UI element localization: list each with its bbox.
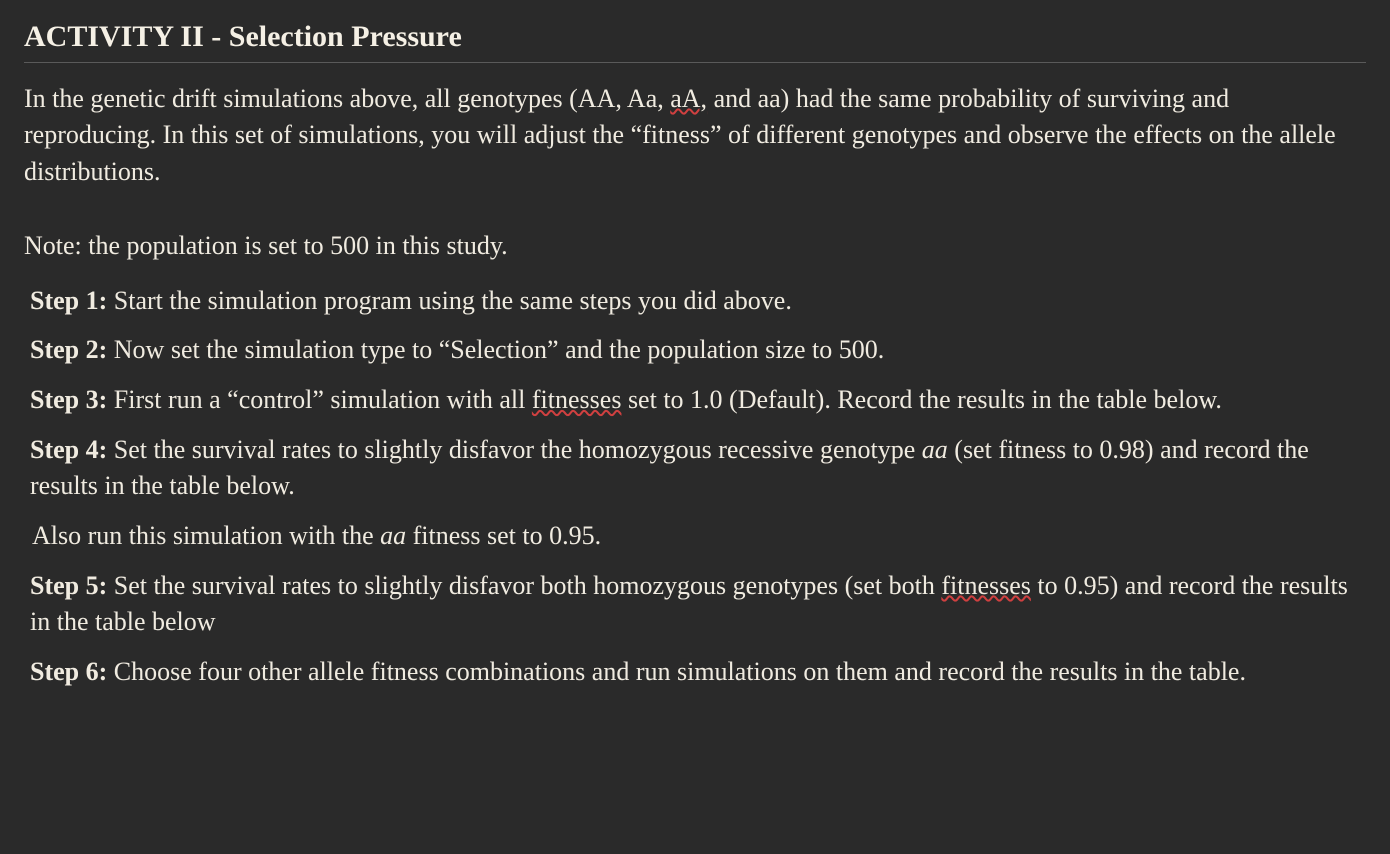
spelling-error-fitnesses-2: fitnesses — [941, 571, 1031, 600]
spelling-error-aA: aA, — [670, 84, 707, 113]
step-4-text-a: Set the survival rates to slightly disfa… — [107, 435, 922, 464]
step-2-label: Step 2: — [30, 335, 107, 364]
steps-container: Step 1: Start the simulation program usi… — [24, 283, 1366, 690]
step-3-text-a: First run a “control” simulation with al… — [107, 385, 532, 414]
step-5: Step 5: Set the survival rates to slight… — [30, 568, 1366, 640]
genotype-aa-1: aa — [922, 435, 948, 464]
step-1-text: Start the simulation program using the s… — [107, 286, 792, 315]
intro-text-a: In the genetic drift simulations above, … — [24, 84, 670, 113]
step-6: Step 6: Choose four other allele fitness… — [30, 654, 1366, 690]
also-text-b: fitness set to 0.95. — [406, 521, 601, 550]
step-6-label: Step 6: — [30, 657, 107, 686]
step-5-text-a: Set the survival rates to slightly disfa… — [107, 571, 941, 600]
step-4-also: Also run this simulation with the aa fit… — [30, 518, 1366, 554]
step-1-label: Step 1: — [30, 286, 107, 315]
title-section: ACTIVITY II - Selection Pressure — [24, 20, 1366, 63]
step-2-text: Now set the simulation type to “Selectio… — [107, 335, 884, 364]
note-paragraph: Note: the population is set to 500 in th… — [24, 218, 1366, 264]
step-1: Step 1: Start the simulation program usi… — [30, 283, 1366, 319]
step-4-label: Step 4: — [30, 435, 107, 464]
step-5-label: Step 5: — [30, 571, 107, 600]
intro-paragraph: In the genetic drift simulations above, … — [24, 81, 1366, 190]
step-2: Step 2: Now set the simulation type to “… — [30, 332, 1366, 368]
genotype-aa-2: aa — [380, 521, 406, 550]
step-4: Step 4: Set the survival rates to slight… — [30, 432, 1366, 504]
also-text-a: Also run this simulation with the — [32, 521, 380, 550]
step-6-text: Choose four other allele fitness combina… — [107, 657, 1246, 686]
spelling-error-fitnesses-1: fitnesses — [532, 385, 622, 414]
step-3-text-b: set to 1.0 (Default). Record the results… — [621, 385, 1221, 414]
activity-title: ACTIVITY II - Selection Pressure — [24, 20, 1366, 54]
step-3: Step 3: First run a “control” simulation… — [30, 382, 1366, 418]
step-3-label: Step 3: — [30, 385, 107, 414]
